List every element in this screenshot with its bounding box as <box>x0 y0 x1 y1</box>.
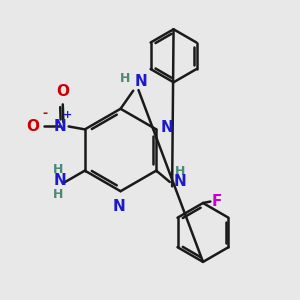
Text: N: N <box>173 174 186 189</box>
Text: H: H <box>120 72 130 85</box>
Text: H: H <box>52 188 63 201</box>
Text: N: N <box>161 120 173 135</box>
Text: N: N <box>135 74 147 89</box>
Text: +: + <box>63 110 72 120</box>
Text: H: H <box>52 163 63 176</box>
Text: H: H <box>175 165 185 178</box>
Text: O: O <box>26 119 39 134</box>
Text: N: N <box>53 172 66 188</box>
Text: -: - <box>43 107 48 120</box>
Text: N: N <box>113 199 125 214</box>
Text: O: O <box>56 84 69 99</box>
Text: N: N <box>54 119 66 134</box>
Text: F: F <box>211 194 222 209</box>
